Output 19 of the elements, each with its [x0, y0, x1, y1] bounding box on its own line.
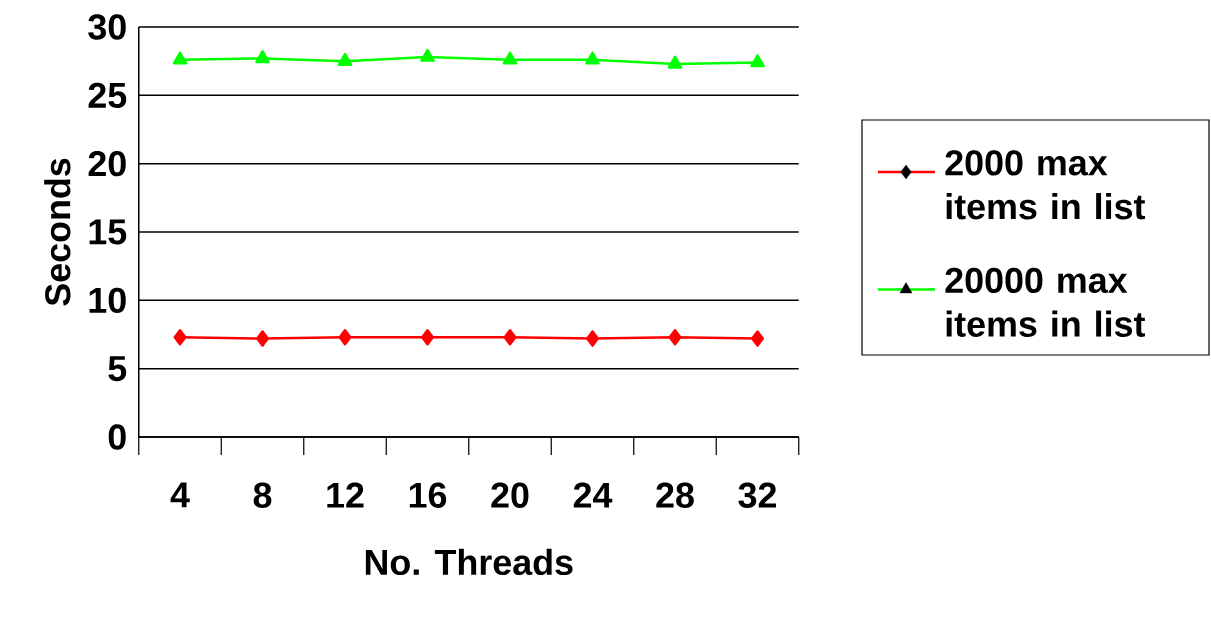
x-tick-label: 16 — [409, 482, 447, 508]
y-axis-title: Seconds — [44, 158, 71, 306]
x-tick-label: 20 — [491, 482, 529, 508]
y-tick-label: 0 — [108, 424, 126, 450]
x-tick-label: 12 — [327, 482, 364, 508]
x-axis-title: No. Threads — [365, 548, 573, 576]
x-tick-label: 8 — [253, 482, 272, 508]
y-tick-label: 30 — [88, 14, 126, 40]
x-tick-label: 4 — [170, 482, 190, 508]
y-tick-label: 5 — [108, 356, 127, 382]
y-tick-label: 20 — [88, 150, 126, 177]
x-tick-label: 28 — [656, 482, 694, 508]
y-tick-label: 15 — [89, 219, 127, 245]
x-tick-label: 24 — [573, 482, 613, 508]
legend-label: 2000 max items in list — [945, 150, 1146, 220]
y-tick-label: 25 — [88, 82, 127, 109]
y-tick-label: 10 — [89, 287, 126, 314]
x-tick-label: 32 — [738, 482, 776, 508]
legend-label: 20000 max items in list — [945, 267, 1146, 337]
